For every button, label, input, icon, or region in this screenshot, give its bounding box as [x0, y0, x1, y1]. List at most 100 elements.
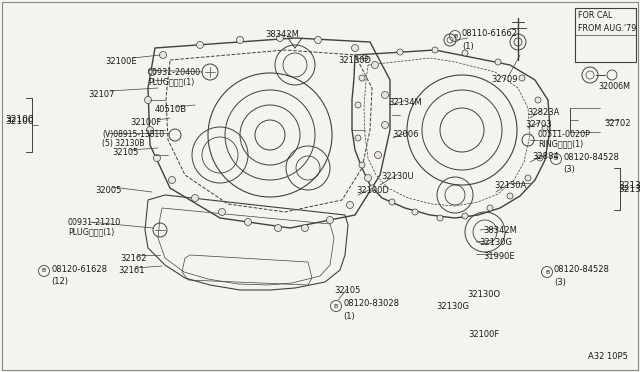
Text: 32100D: 32100D [356, 186, 389, 195]
Text: (3): (3) [563, 165, 575, 174]
Circle shape [326, 217, 333, 224]
Text: 31990E: 31990E [483, 252, 515, 261]
Circle shape [145, 96, 152, 103]
Text: 32702: 32702 [604, 119, 630, 128]
Circle shape [369, 185, 375, 191]
Circle shape [412, 209, 418, 215]
Circle shape [507, 193, 513, 199]
Text: 32709: 32709 [491, 75, 518, 84]
Text: 08120-84528: 08120-84528 [554, 266, 610, 275]
Text: 32100F: 32100F [130, 118, 161, 127]
Text: 00511-0020P: 00511-0020P [538, 130, 591, 139]
Circle shape [159, 51, 166, 58]
Circle shape [196, 42, 204, 48]
Text: 08120-61628: 08120-61628 [51, 264, 107, 273]
Text: 32130A: 32130A [494, 181, 526, 190]
Text: 32703: 32703 [525, 120, 552, 129]
Circle shape [381, 92, 388, 99]
Circle shape [244, 218, 252, 225]
Text: 32105: 32105 [334, 286, 360, 295]
Text: 32130O: 32130O [467, 290, 500, 299]
Text: PLUGプラグ(1): PLUGプラグ(1) [68, 227, 115, 236]
Text: 32130U: 32130U [381, 172, 413, 181]
Text: (1): (1) [462, 42, 474, 51]
Text: 32105: 32105 [112, 148, 138, 157]
Text: 32130: 32130 [618, 185, 640, 194]
Circle shape [397, 49, 403, 55]
Text: 32823A: 32823A [527, 108, 559, 117]
Text: 40510B: 40510B [155, 105, 187, 114]
Text: 32100: 32100 [5, 115, 34, 124]
Circle shape [371, 61, 378, 68]
Text: 32005: 32005 [95, 186, 122, 195]
Circle shape [462, 213, 468, 219]
Circle shape [374, 151, 381, 158]
Circle shape [191, 195, 198, 202]
Bar [575, 8, 636, 62]
Text: (3): (3) [554, 278, 566, 287]
Circle shape [275, 224, 282, 231]
Circle shape [462, 50, 468, 56]
Text: (12): (12) [51, 277, 68, 286]
Text: FOR CAL: FOR CAL [578, 11, 612, 20]
Text: A32 10P5: A32 10P5 [588, 352, 628, 361]
Circle shape [346, 202, 353, 208]
Circle shape [301, 224, 308, 231]
Circle shape [389, 199, 395, 205]
Text: 32006: 32006 [392, 130, 419, 139]
Circle shape [276, 35, 284, 42]
Circle shape [437, 215, 443, 221]
Circle shape [495, 59, 501, 65]
Text: B: B [554, 157, 558, 161]
Circle shape [487, 205, 493, 211]
Circle shape [365, 174, 371, 182]
Text: 32100E: 32100E [105, 57, 136, 66]
Text: 08120-83028: 08120-83028 [343, 299, 399, 308]
Circle shape [351, 45, 358, 51]
Circle shape [154, 154, 161, 161]
Text: 32134M: 32134M [388, 98, 422, 107]
Circle shape [218, 208, 225, 215]
Text: 32130G: 32130G [436, 302, 469, 311]
Circle shape [362, 55, 368, 61]
Text: 32162: 32162 [120, 254, 147, 263]
Text: (5) 32130B: (5) 32130B [102, 139, 145, 148]
Text: 38342M: 38342M [483, 226, 517, 235]
Circle shape [432, 47, 438, 53]
Text: PLUGプラグ(1): PLUGプラグ(1) [148, 77, 195, 86]
Circle shape [537, 155, 543, 161]
Text: B: B [42, 269, 46, 273]
Circle shape [237, 36, 243, 44]
Text: B: B [545, 269, 549, 275]
Text: 32130G: 32130G [479, 238, 512, 247]
Text: B: B [334, 304, 338, 308]
Circle shape [519, 75, 525, 81]
Text: 32107: 32107 [88, 90, 115, 99]
Text: 32006M: 32006M [598, 82, 630, 91]
Text: 32130: 32130 [618, 182, 640, 190]
Circle shape [525, 175, 531, 181]
Circle shape [355, 135, 361, 141]
Text: 08110-61662: 08110-61662 [462, 29, 518, 38]
Text: (1): (1) [343, 312, 355, 321]
Circle shape [147, 126, 154, 134]
Text: 00931-21210: 00931-21210 [68, 218, 121, 227]
Text: 32100F: 32100F [468, 330, 499, 339]
Circle shape [542, 125, 548, 131]
Text: RINGリング(1): RINGリング(1) [538, 139, 583, 148]
Circle shape [359, 162, 365, 168]
Text: 32884: 32884 [532, 152, 559, 161]
Circle shape [535, 97, 541, 103]
Circle shape [314, 36, 321, 44]
Text: 08120-84528: 08120-84528 [563, 153, 619, 161]
Text: B: B [453, 33, 457, 38]
Circle shape [355, 102, 361, 108]
Text: 00931-20400: 00931-20400 [148, 68, 201, 77]
Text: 32100: 32100 [5, 116, 34, 125]
Text: FROM AUG.'79: FROM AUG.'79 [578, 24, 636, 33]
Text: 32161: 32161 [118, 266, 145, 275]
Circle shape [168, 176, 175, 183]
Circle shape [148, 68, 156, 76]
Circle shape [381, 122, 388, 128]
Text: 32130D: 32130D [338, 56, 371, 65]
